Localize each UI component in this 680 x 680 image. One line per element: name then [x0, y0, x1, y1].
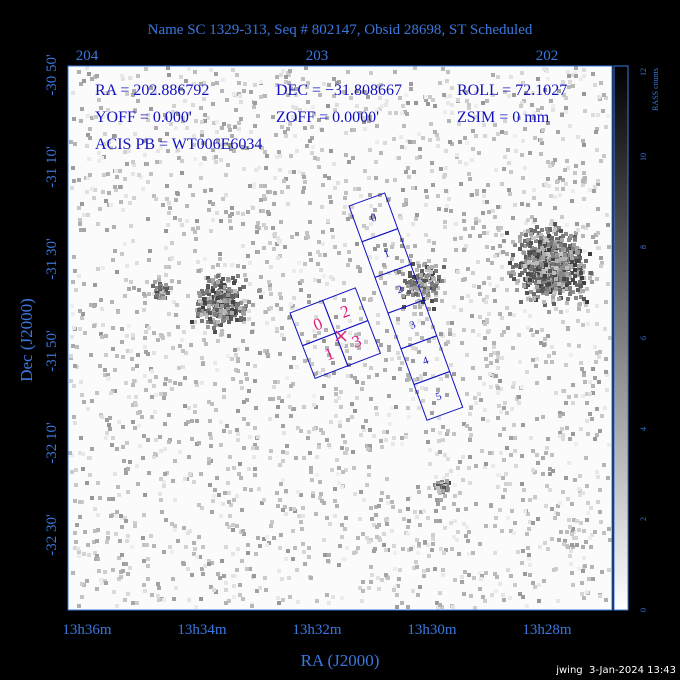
- info-text: YOFF = 0.000': [95, 109, 192, 126]
- colorbar-label: 10: [639, 153, 648, 161]
- left-tick-label: -31 10': [44, 146, 60, 188]
- chip-label: 2: [395, 283, 404, 296]
- bottom-tick-label: 13h30m: [407, 622, 457, 638]
- colorbar-label: 2: [639, 517, 648, 521]
- colorbar-label: 6: [639, 336, 648, 340]
- colorbar-label: 4: [639, 427, 648, 431]
- colorbar-label: 8: [639, 245, 648, 249]
- left-tick-label: -32 30': [44, 514, 60, 556]
- bottom-tick-label: 13h34m: [177, 622, 227, 638]
- chip-label: 4: [421, 354, 431, 367]
- footer: jwing 3-Jan-2024 13:43: [555, 665, 676, 676]
- title: Name SC 1329-313, Seq # 802147, Obsid 28…: [148, 22, 533, 38]
- bottom-tick-label: 13h28m: [522, 622, 572, 638]
- info-text: DEC = −31.808667: [276, 82, 402, 99]
- left-tick-label: -31 50': [44, 330, 60, 372]
- acis-s: 0 1 2 3 4 5: [348, 192, 464, 421]
- colorbar-label: 12: [639, 68, 648, 76]
- top-tick-label: 203: [306, 48, 329, 64]
- y-axis-title: Dec (J2000): [17, 298, 36, 382]
- chip-label: 1: [382, 247, 391, 260]
- info-text: ACIS PB = WT006E6034: [95, 136, 262, 153]
- chip-label: 3: [408, 319, 418, 332]
- colorbar-title: RASS counts: [651, 68, 660, 111]
- chip-label: 0: [369, 212, 379, 225]
- bottom-tick-label: 13h32m: [292, 622, 342, 638]
- top-tick-label: 202: [536, 48, 559, 64]
- bottom-tick-label: 13h36m: [62, 622, 112, 638]
- colorbar-label: 0: [639, 608, 648, 612]
- left-tick-label: -31 30': [44, 238, 60, 280]
- chip-label: 5: [434, 390, 444, 403]
- info-text: RA = 202.886792: [95, 82, 209, 99]
- left-tick-label: -30 50': [44, 54, 60, 96]
- info-text: ZOFF = 0.0000': [276, 109, 379, 126]
- left-tick-label: -32 10': [44, 422, 60, 464]
- info-text: ZSIM = 0 mm: [457, 109, 550, 126]
- info-text: ROLL = 72.1027: [457, 82, 567, 99]
- x-axis-title: RA (J2000): [301, 651, 380, 670]
- top-tick-label: 204: [76, 48, 99, 64]
- colorbar: [613, 65, 629, 611]
